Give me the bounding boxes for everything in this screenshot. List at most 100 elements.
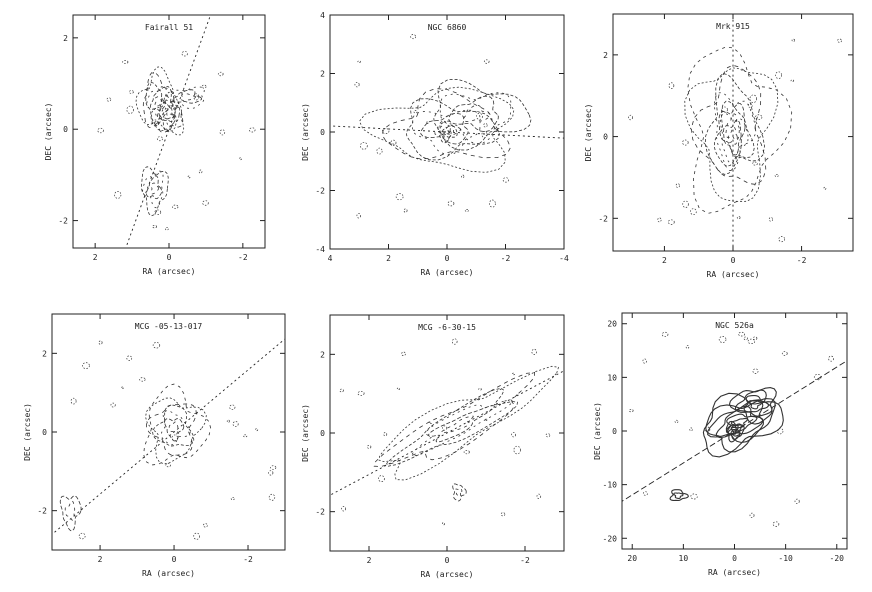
contour-line [673, 492, 684, 499]
x-tick-label: 0 [172, 555, 177, 564]
noise-contour [776, 427, 784, 435]
noise-contour [823, 186, 827, 190]
y-axis-title: DEC (arcsec) [301, 103, 310, 161]
x-tick-label: 2 [662, 256, 667, 265]
noise-contour [749, 512, 755, 519]
noise-contour [442, 425, 448, 431]
noise-contour [98, 340, 103, 345]
noise-contour [690, 208, 697, 216]
y-axis-title: DEC (arcsec) [301, 404, 310, 462]
noise-contour [668, 82, 675, 89]
noise-contour [747, 103, 753, 108]
noise-contour [689, 427, 693, 432]
noise-contour [78, 532, 86, 540]
x-tick-label: -2 [243, 555, 253, 564]
x-axis-title: RA (arcsec) [421, 570, 474, 579]
contour-line [142, 170, 164, 209]
y-tick-label: 0 [63, 125, 68, 134]
noise-contour [226, 419, 230, 423]
noise-contour [410, 34, 417, 40]
panel-title: MCG -05-13-017 [135, 322, 203, 331]
noise-contour [181, 51, 188, 57]
noise-contour [463, 450, 470, 455]
noise-contour [152, 225, 158, 229]
contour-line [728, 387, 777, 425]
contour-line [448, 95, 499, 133]
noise-contour [106, 97, 112, 102]
y-tick-label: 20 [607, 320, 617, 329]
noise-contour [718, 336, 727, 343]
contour-line [386, 387, 518, 467]
contour-line [158, 102, 181, 133]
noise-contour [156, 136, 163, 142]
contour-line [439, 125, 454, 142]
contour-line [143, 383, 212, 466]
contour-line [145, 397, 207, 465]
x-tick-label: 0 [167, 253, 172, 262]
contour-line [181, 93, 196, 101]
noise-contour [752, 368, 759, 374]
noise-contour [198, 169, 203, 174]
noise-contour [232, 421, 239, 427]
x-axis-title: RA (arcsec) [707, 270, 760, 279]
contour-line [150, 90, 166, 112]
x-tick-label: -2 [797, 256, 807, 265]
contour-line [452, 483, 467, 502]
x-axis-title: RA (arcsec) [708, 568, 761, 577]
noise-contour [502, 177, 509, 183]
noise-contour [775, 71, 782, 79]
contour-line [433, 78, 532, 151]
x-axis-title: RA (arcsec) [421, 268, 474, 277]
y-axis-title: DEC (arcsec) [44, 103, 53, 161]
noise-contour [110, 402, 116, 408]
contour-line [704, 73, 765, 175]
contour-line [687, 46, 793, 214]
plot-frame [72, 14, 266, 249]
x-tick-label: 0 [732, 554, 737, 563]
noise-contour [203, 523, 208, 528]
noise-contour [219, 129, 226, 136]
contour-group [97, 15, 256, 248]
contour-line [145, 81, 172, 127]
contour-line [59, 495, 82, 532]
noise-contour [755, 114, 763, 120]
noise-contour [97, 127, 104, 134]
noise-contour [403, 208, 408, 213]
contour-line [454, 487, 463, 498]
noise-contour [360, 141, 368, 150]
noise-contour [685, 345, 690, 349]
noise-contour [268, 493, 276, 501]
panel-title: NGC 6860 [428, 23, 467, 32]
noise-contour [239, 157, 242, 161]
contour-line [420, 112, 469, 145]
contour-line [440, 415, 474, 434]
x-tick-label: -10 [778, 554, 793, 563]
noise-contour [367, 444, 372, 449]
contour-group [330, 34, 564, 219]
contour-line [727, 126, 738, 145]
x-tick-label: 2 [98, 555, 103, 564]
noise-contour [743, 336, 748, 341]
y-tick-label: -4 [315, 245, 325, 254]
noise-contour [401, 351, 406, 357]
y-tick-label: -2 [315, 508, 325, 517]
noise-contour [778, 236, 786, 243]
noise-contour [484, 418, 488, 421]
y-tick-label: -2 [598, 214, 608, 223]
noise-contour [736, 216, 741, 220]
noise-contour [201, 84, 207, 89]
x-axis-title: RA (arcsec) [142, 569, 195, 578]
panel-5: 2 0 -2 -2 0 2 RA (arcsec) DEC (arcsec) MCG -6-30… [301, 314, 565, 579]
noise-contour [738, 331, 746, 337]
noise-contour [774, 173, 779, 177]
noise-contour [813, 373, 822, 381]
noise-contour [154, 209, 162, 216]
noise-contour [749, 94, 757, 103]
contour-group [330, 338, 564, 526]
contour-line [154, 96, 163, 108]
noise-contour [747, 338, 756, 345]
x-tick-label: 10 [679, 554, 689, 563]
contour-line [690, 64, 767, 185]
x-tick-label: 2 [386, 254, 391, 263]
contour-line [146, 403, 197, 456]
